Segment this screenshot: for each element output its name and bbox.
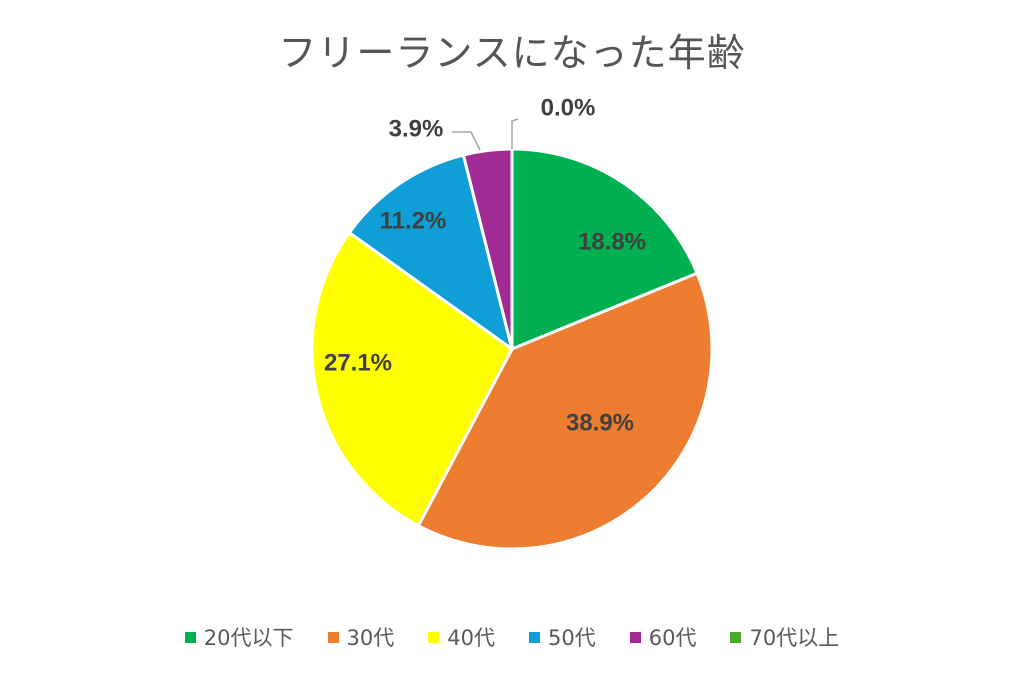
legend-swatch (529, 631, 540, 643)
data-label-5: 3.9% (389, 115, 444, 142)
leader-line-6 (511, 118, 519, 149)
legend-label: 20代以下 (203, 626, 294, 650)
pie-slice-4 (347, 153, 514, 351)
legend-item-6: 70代以上 (730, 622, 839, 652)
legend-label: 70代以上 (749, 626, 840, 650)
legend-item-3: 40代 (428, 622, 495, 652)
pie-slice-1 (510, 147, 699, 351)
legend-swatch (184, 631, 196, 643)
legend-swatch (428, 631, 440, 643)
data-label-4: 11.2% (380, 207, 447, 234)
legend: 20代以下 30代 40代 50代 60代 70代以上 (0, 622, 1024, 652)
chart-title: フリーランスになった年齢 (278, 31, 746, 75)
data-label-2: 38.9% (566, 409, 634, 436)
data-label-1: 18.8% (578, 228, 646, 255)
legend-swatch (327, 631, 339, 643)
data-label-3: 27.1% (324, 349, 392, 376)
legend-label: 40代 (447, 626, 495, 650)
legend-label: 50代 (548, 626, 596, 650)
leader-line-5 (452, 131, 481, 151)
pie-slice-2 (416, 271, 714, 551)
legend-swatch (629, 631, 641, 643)
legend-label: 30代 (346, 626, 395, 650)
legend-swatch (730, 631, 742, 643)
legend-item-2: 30代 (327, 622, 395, 652)
legend-label: 60代 (648, 626, 697, 650)
data-label-6: 0.0% (541, 94, 596, 121)
legend-item-1: 20代以下 (184, 622, 294, 652)
legend-item-4: 50代 (529, 622, 596, 652)
legend-item-5: 60代 (629, 622, 697, 652)
pie-slice-3 (310, 231, 514, 528)
